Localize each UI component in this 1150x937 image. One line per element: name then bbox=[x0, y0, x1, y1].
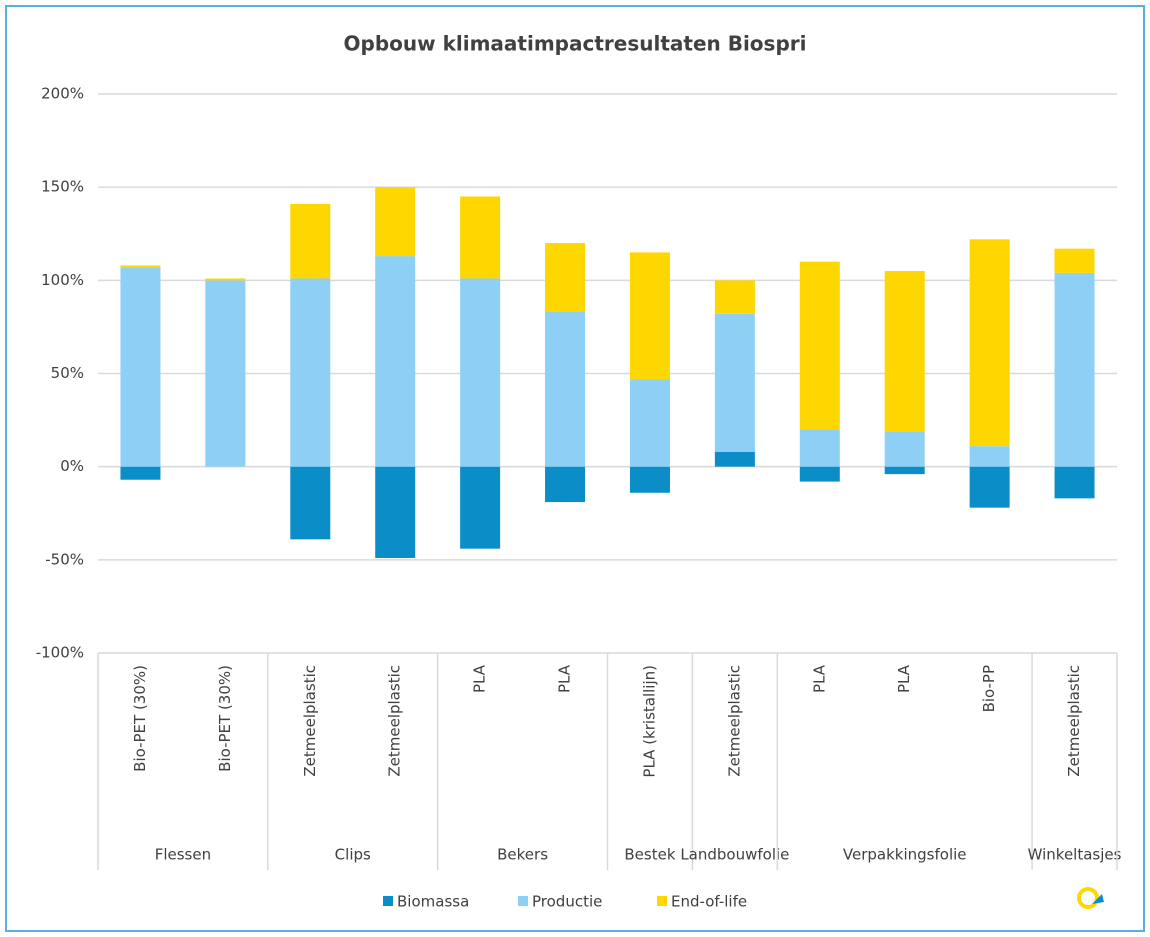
x-tick-label: Zetmeelplastic bbox=[725, 665, 743, 777]
bar-segment bbox=[460, 466, 501, 549]
bar-segment bbox=[375, 466, 416, 558]
bar-segment bbox=[799, 261, 840, 430]
y-tick-label: 0% bbox=[60, 457, 84, 475]
bar-segment bbox=[969, 466, 1010, 508]
bar-segment bbox=[1054, 248, 1095, 273]
legend-label: Biomassa bbox=[397, 893, 469, 911]
bar-segment bbox=[205, 280, 246, 467]
bar-segment bbox=[629, 252, 670, 380]
bar-segment bbox=[120, 466, 161, 480]
legend-swatch bbox=[518, 896, 528, 906]
group-label: Winkeltasjes bbox=[1028, 846, 1122, 864]
bar-segment bbox=[884, 466, 925, 475]
bar-segment bbox=[714, 313, 755, 452]
bar-segment bbox=[969, 239, 1010, 447]
y-tick-label: 150% bbox=[41, 178, 84, 196]
bar-segment bbox=[460, 196, 501, 279]
bar-segment bbox=[1054, 272, 1095, 467]
x-tick-label: PLA bbox=[810, 664, 828, 693]
bar-segment bbox=[545, 312, 586, 467]
legend-label: End-of-life bbox=[671, 893, 747, 911]
group-label: Clips bbox=[335, 846, 371, 864]
group-label: Flessen bbox=[155, 846, 211, 864]
bar-segment bbox=[290, 278, 331, 467]
bar-segment bbox=[205, 278, 246, 281]
x-tick-label: Zetmeelplastic bbox=[301, 665, 319, 777]
bar-segment bbox=[545, 243, 586, 313]
x-tick-label: Zetmeelplastic bbox=[386, 665, 404, 777]
bar-segment bbox=[290, 466, 331, 540]
x-tick-label: Bio-PET (30%) bbox=[216, 665, 234, 772]
x-tick-label: PLA bbox=[556, 664, 574, 693]
bar-segment bbox=[290, 203, 331, 279]
y-tick-label: 200% bbox=[41, 85, 84, 103]
x-tick-label: PLA bbox=[895, 664, 913, 693]
legend-swatch bbox=[657, 896, 667, 906]
y-tick-label: 50% bbox=[51, 364, 84, 382]
bar-segment bbox=[1054, 466, 1095, 499]
legend-label: Productie bbox=[532, 893, 602, 911]
bar-segment bbox=[884, 431, 925, 467]
bar-segment bbox=[629, 379, 670, 467]
x-tick-label: Zetmeelplastic bbox=[1065, 665, 1083, 777]
bar-segment bbox=[714, 451, 755, 467]
bar-segment bbox=[120, 265, 161, 268]
bar-segment bbox=[375, 256, 416, 467]
logo bbox=[1077, 887, 1104, 909]
bar-segment bbox=[120, 267, 161, 467]
bar-segment bbox=[460, 278, 501, 467]
y-tick-label: -50% bbox=[45, 550, 84, 568]
y-tick-label: 100% bbox=[41, 271, 84, 289]
bar-segment bbox=[799, 429, 840, 467]
bar-segment bbox=[545, 466, 586, 503]
chart-title: Opbouw klimaatimpactresultaten Biospri bbox=[344, 32, 807, 56]
group-label: Bestek bbox=[624, 846, 675, 864]
group-label: Landbouwfolie bbox=[680, 846, 789, 864]
bar-segment bbox=[799, 466, 840, 482]
x-tick-label: PLA (kristallijn) bbox=[640, 665, 658, 778]
group-label: Verpakkingsfolie bbox=[843, 846, 967, 864]
bar-segment bbox=[714, 280, 755, 314]
y-tick-label: -100% bbox=[36, 644, 84, 662]
x-tick-label: Bio-PET (30%) bbox=[131, 665, 149, 772]
bar-segment bbox=[629, 466, 670, 493]
legend-swatch bbox=[383, 896, 393, 906]
group-label: Bekers bbox=[497, 846, 548, 864]
x-tick-label: PLA bbox=[471, 664, 489, 693]
bar-segment bbox=[884, 271, 925, 432]
bar-segment bbox=[375, 187, 416, 257]
bar-segment bbox=[969, 446, 1010, 467]
x-tick-label: Bio-PP bbox=[980, 665, 998, 712]
